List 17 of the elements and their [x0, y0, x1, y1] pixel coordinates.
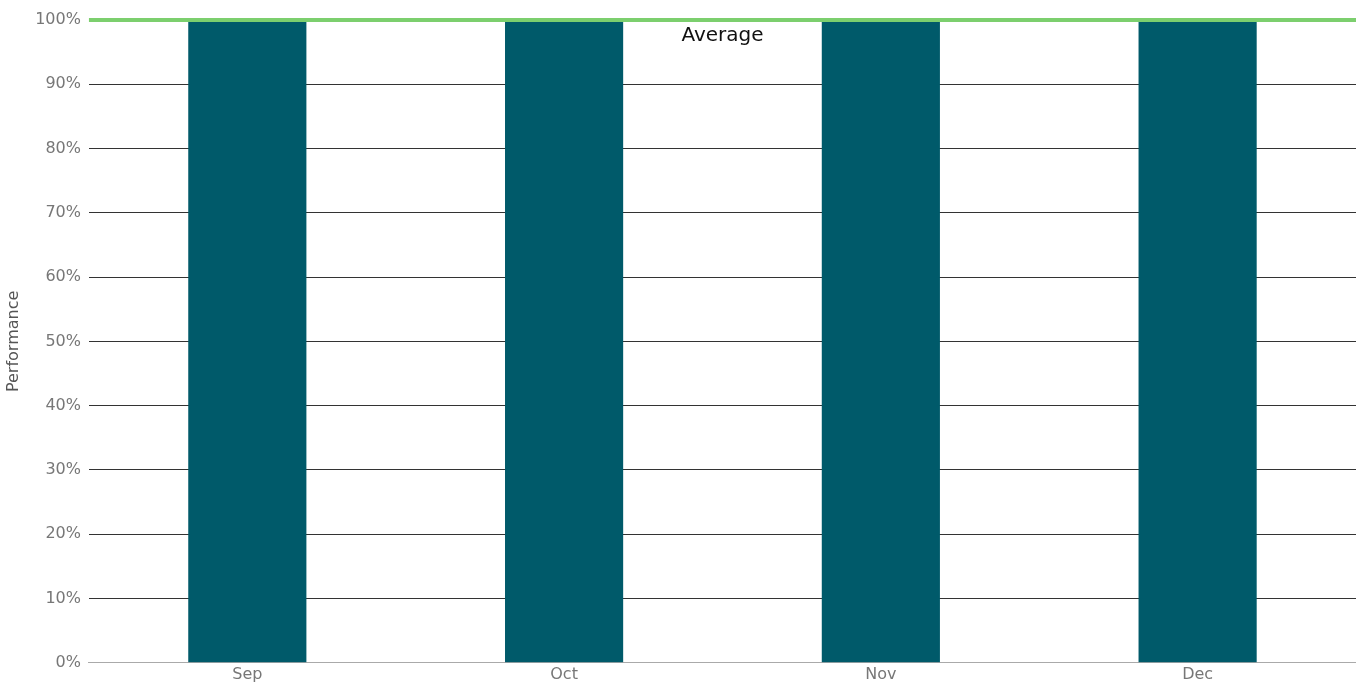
y-tick-label: 80% [45, 137, 81, 157]
x-tick-label: Oct [550, 663, 578, 683]
x-tick-label: Dec [1182, 663, 1214, 683]
ref-line-label: Average [681, 22, 764, 47]
y-tick-label: 100% [35, 9, 81, 29]
y-tick-label: 90% [45, 73, 81, 93]
x-tick-label: Nov [865, 663, 897, 683]
y-tick-label: 60% [45, 266, 81, 286]
y-tick-label: 70% [45, 202, 81, 221]
y-tick-label: 40% [45, 394, 81, 414]
y-axis-title: Performance [2, 290, 22, 393]
y-tick-label: 30% [45, 459, 81, 479]
y-tick-label: 50% [45, 330, 81, 350]
y-tick-label: 10% [45, 587, 81, 607]
x-tick-label: Sep [232, 663, 263, 683]
y-tick-label: 0% [55, 651, 81, 671]
y-tick-label: 20% [45, 523, 81, 543]
